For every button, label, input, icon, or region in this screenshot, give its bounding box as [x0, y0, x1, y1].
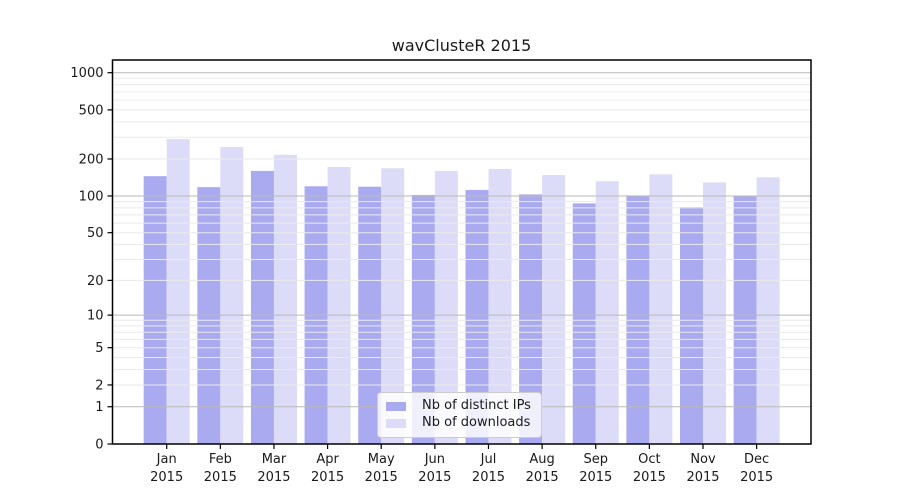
legend-item-distinct-ips: Nb of distinct IPs	[386, 398, 531, 414]
bar-downloads-aug-2015	[542, 175, 566, 444]
y-tick-label: 200	[79, 152, 104, 167]
y-tick-label: 100	[79, 189, 104, 204]
y-tick-label: 2	[95, 378, 103, 393]
bar-downloads-nov-2015	[703, 182, 726, 444]
axes-layer	[107, 59, 812, 449]
x-tick-label: Sep 2015	[579, 452, 612, 485]
y-tick-label: 20	[87, 274, 104, 289]
bar-distinct-ips-jun-2015	[411, 194, 435, 444]
bar-downloads-apr-2015	[327, 167, 351, 444]
y-tick-label: 0	[95, 438, 103, 453]
x-tick-label: Jul 2015	[472, 452, 505, 485]
y-tick-label: 500	[79, 103, 104, 118]
legend-label-downloads: Nb of downloads	[422, 415, 531, 430]
bar-downloads-jun-2015	[434, 170, 458, 444]
legend-item-downloads: Nb of downloads	[386, 415, 531, 431]
legend-swatch-distinct-ips	[386, 401, 406, 411]
bar-downloads-dec-2015	[756, 177, 780, 444]
chart-title: wavClusteR 2015	[391, 36, 532, 55]
x-tick-label: Apr 2015	[311, 452, 344, 485]
bar-downloads-jul-2015	[488, 168, 512, 444]
bar-downloads-may-2015	[381, 168, 405, 445]
bar-distinct-ips-oct-2015	[626, 195, 650, 444]
y-tick-label: 1	[95, 400, 103, 415]
x-tick-label: Dec 2015	[740, 452, 773, 485]
bar-downloads-sep-2015	[595, 181, 619, 445]
y-tick-label: 50	[87, 226, 104, 241]
bar-distinct-ips-jul-2015	[465, 189, 489, 444]
x-tick-label: Nov 2015	[686, 452, 719, 485]
x-tick-label: May 2015	[365, 452, 398, 485]
y-tick-label: 1000	[70, 66, 103, 81]
gridlines-layer	[112, 72, 811, 408]
legend: Nb of distinct IPs Nb of downloads	[377, 392, 542, 438]
bar-distinct-ips-aug-2015	[519, 194, 543, 444]
bar-downloads-jan-2015	[166, 139, 190, 444]
bar-downloads-oct-2015	[649, 174, 673, 444]
x-tick-label: Mar 2015	[257, 452, 290, 485]
x-tick-label: Feb 2015	[204, 452, 237, 485]
x-tick-label: Jun 2015	[418, 452, 451, 485]
legend-label-distinct-ips: Nb of distinct IPs	[422, 398, 531, 413]
plot-frame	[111, 59, 812, 445]
bar-distinct-ips-jan-2015	[143, 176, 167, 445]
bar-distinct-ips-sep-2015	[572, 203, 596, 444]
bar-downloads-mar-2015	[273, 154, 297, 445]
legend-swatch-downloads	[386, 418, 406, 428]
y-tick-label: 10	[87, 309, 104, 324]
bar-distinct-ips-mar-2015	[250, 170, 274, 444]
x-tick-label: Aug 2015	[526, 452, 559, 485]
x-tick-label: Oct 2015	[633, 452, 666, 485]
bar-downloads-feb-2015	[220, 147, 244, 444]
x-tick-label: Jan 2015	[150, 452, 183, 485]
y-tick-label: 5	[95, 341, 103, 356]
